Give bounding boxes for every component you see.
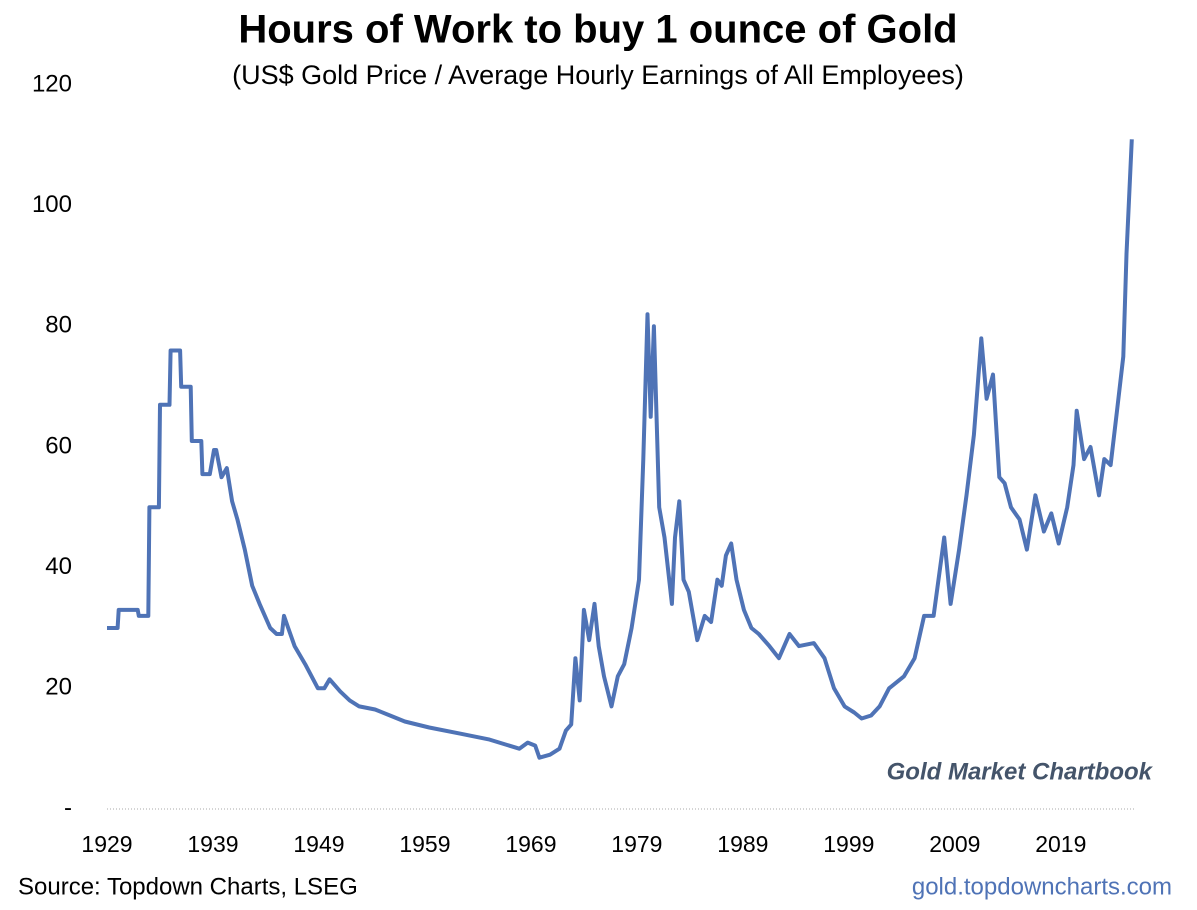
source: Source: Topdown Charts, LSEG — [18, 873, 358, 900]
chart-subtitle: (US$ Gold Price / Average Hourly Earning… — [232, 60, 964, 90]
annotation: Gold Market Chartbook — [887, 758, 1154, 785]
y-tick-label: - — [64, 794, 72, 821]
y-tick-label: 80 — [45, 312, 72, 339]
chart-title: Hours of Work to buy 1 ounce of Gold — [238, 8, 957, 52]
y-tick-label: 120 — [32, 70, 72, 97]
y-tick-label: 100 — [32, 191, 72, 218]
data-line — [107, 139, 1134, 760]
x-tick-label: 1929 — [81, 831, 132, 857]
x-tick-label: 1969 — [505, 831, 556, 857]
x-tick-label: 2009 — [929, 831, 980, 857]
x-tick-label: 2019 — [1035, 831, 1086, 857]
x-tick-label: 1949 — [293, 831, 344, 857]
x-tick-label: 1999 — [823, 831, 874, 857]
x-tick-label: 1989 — [717, 831, 768, 857]
x-tick-label: 1959 — [399, 831, 450, 857]
y-tick-label: 40 — [45, 553, 72, 580]
y-tick-label: 60 — [45, 432, 72, 459]
website: gold.topdowncharts.com — [912, 873, 1172, 900]
x-tick-label: 1939 — [187, 831, 238, 857]
y-tick-label: 20 — [45, 674, 72, 701]
x-tick-label: 1979 — [611, 831, 662, 857]
